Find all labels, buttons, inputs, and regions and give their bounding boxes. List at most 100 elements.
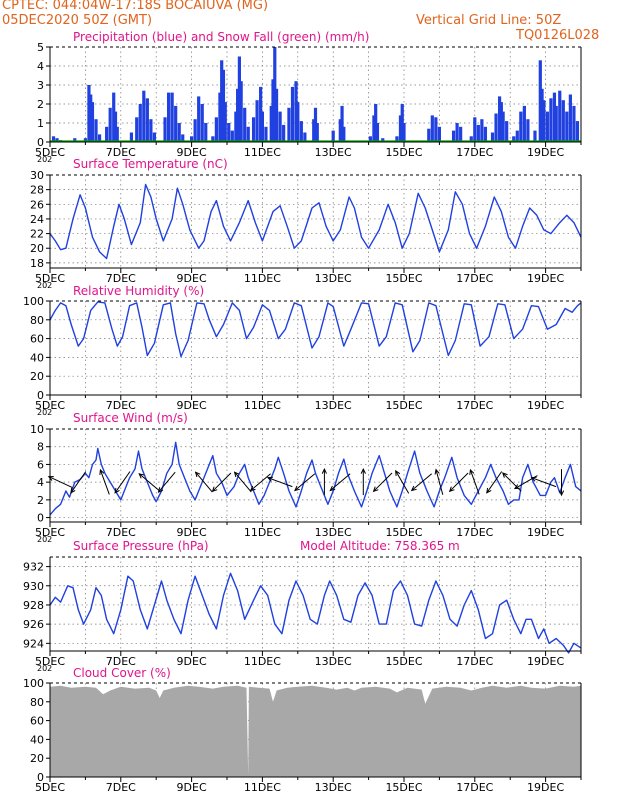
x-tick-label: 7DEC [106,399,136,412]
wind-arrow [469,468,480,495]
wind-line [49,441,582,516]
panel-cloud [46,682,582,782]
precip-bar [200,104,204,142]
precip-bar [239,81,243,142]
precip-bar [163,117,167,142]
wind-arrow [211,472,232,493]
precip-bar [480,119,484,142]
x-tick-label: 19DEC [527,399,564,412]
y-tick-label: 20 [30,752,44,765]
y-tick-label: 40 [30,351,44,364]
y-tick-label: 5 [37,41,44,54]
precip-bar [237,56,241,142]
precip-bar [381,138,385,142]
panel-title-cloud: Cloud Cover (%) [73,666,171,680]
precip-bar [204,123,208,142]
wind-arrow-shaft [294,473,316,491]
wind-arrow [249,473,271,492]
precip-bar [190,136,194,142]
precip-bar [505,121,509,142]
precip-bar [246,126,250,142]
x-tick-label: 19DEC [527,781,564,794]
precip-bar [512,136,516,142]
wind-arrow-head [558,490,565,497]
precip-bar [568,94,572,142]
y-tick-label: 100 [23,677,44,690]
y-tick-label: 2 [37,98,44,111]
wind-arrow-shaft [250,473,271,491]
y-tick-label: 10 [30,423,44,436]
x-tick-label: 5DEC [35,272,65,285]
precip-bar [501,111,505,142]
wind-arrow-head [329,485,336,492]
precip-bar [402,123,406,142]
y-tick-label: 932 [23,561,44,574]
precip-bar [90,102,95,142]
precip-bar [294,81,298,142]
precip-bar [193,119,197,142]
precip-bar [89,94,93,142]
panel-pressure [46,556,582,656]
meteogram-header: CPTEC: 044:04W-17:18S BOCAIUVA (MG) 05DE… [0,0,618,46]
precip-bar [427,128,431,142]
panel-precip [46,46,582,147]
precip-bar [374,104,378,142]
x-tick-label: 7DEC [106,781,136,794]
y-tick-label: 930 [23,580,44,593]
precip-bar [174,105,178,142]
x-tick-label: 13DEC [315,272,352,285]
wind-arrow-head [249,485,256,492]
precip-bar [236,88,240,142]
precip-bar [522,105,526,142]
cloud-cover-area [50,685,581,777]
precip-bar [223,102,227,142]
precip-bar [105,126,109,142]
precip-bar [145,98,149,142]
wind-arrow-shaft [469,469,480,495]
y-tick-label: 26 [30,198,44,211]
year-label: 202 [37,281,52,290]
wind-arrow-shaft [329,473,351,491]
x-tick-label: 7DEC [106,146,136,159]
x-tick-label: 9DEC [177,146,207,159]
x-tick-label: 5DEC [35,781,65,794]
wind-arrow-head [372,486,379,493]
wind-arrow-shaft [486,471,503,494]
precip-bar [142,90,146,142]
x-tick-label: 17DEC [456,526,493,539]
wind-arrow [372,472,393,493]
y-tick-label: 60 [30,333,44,346]
precip-bar [437,126,441,142]
precip-bar [299,121,303,142]
precip-bar [476,124,480,142]
y-tick-label: 0 [37,771,44,784]
y-tick-label: 6 [37,458,44,471]
y-tick-label: 4 [37,476,44,489]
precip-bar [149,119,153,142]
wind-arrow-head [469,468,475,475]
x-tick-label: 13DEC [315,655,352,668]
y-tick-label: 22 [30,228,44,241]
precip-bar [287,107,291,142]
wind-arrow-head [294,485,300,492]
precip-bar [51,136,56,142]
precip-bar [515,130,519,142]
x-tick-label: 19DEC [527,146,564,159]
precip-bar [108,107,112,142]
precip-bar [313,107,318,142]
x-tick-label: 11DEC [244,655,281,668]
precip-bar [97,134,102,142]
precip-bar [545,111,549,142]
x-tick-label: 17DEC [456,272,493,285]
y-tick-label: 60 [30,715,44,728]
precip-bar [282,124,286,142]
model-code: TQ0126L028 [516,28,600,43]
x-tick-label: 5DEC [35,526,65,539]
precip-bar [459,126,463,142]
precip-bar [494,113,498,142]
wind-arrow-head [501,472,508,478]
precip-bar [398,115,403,142]
y-tick-label: 924 [23,637,44,650]
y-tick-label: 80 [30,696,44,709]
y-tick-label: 80 [30,314,44,327]
